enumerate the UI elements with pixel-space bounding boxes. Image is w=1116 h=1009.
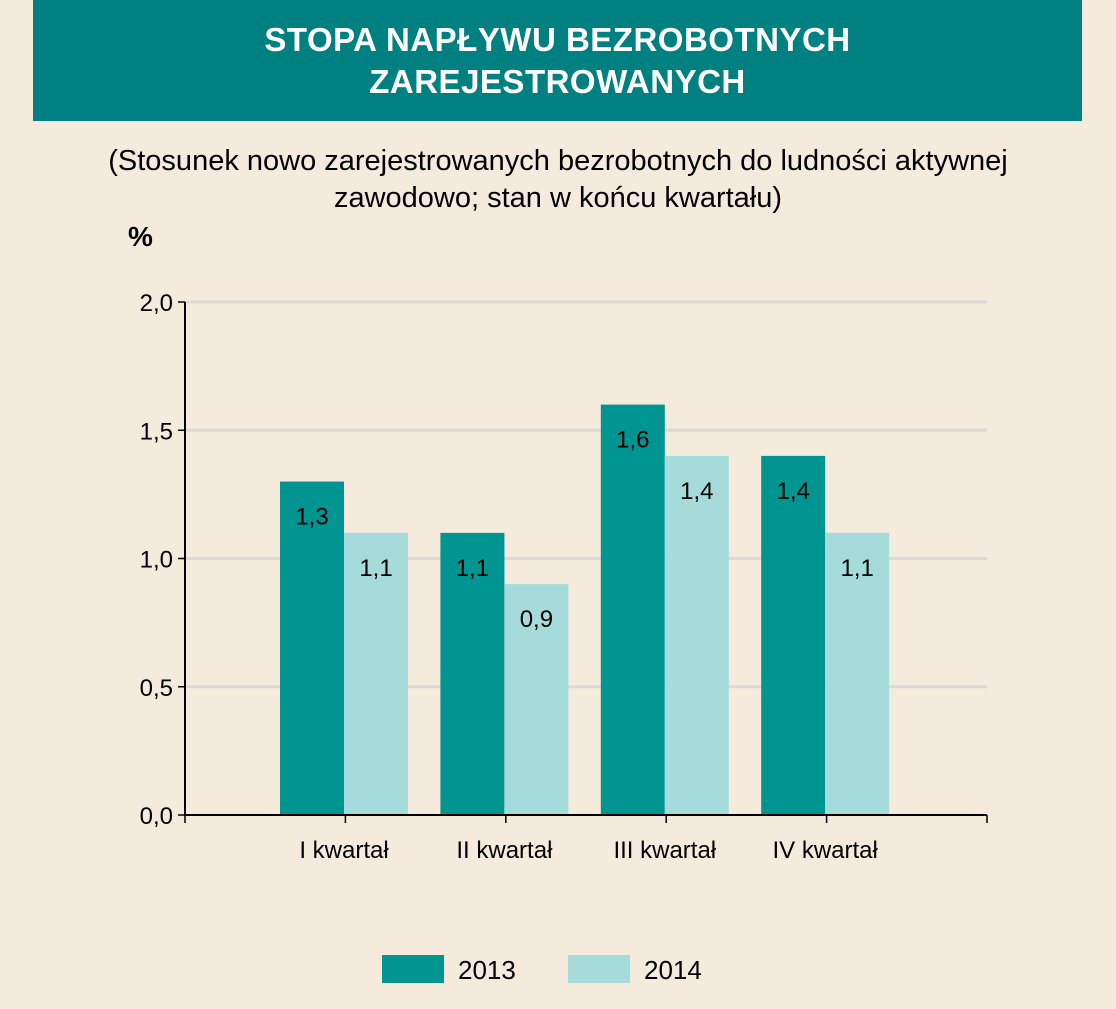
- bar-2014: [825, 532, 890, 815]
- bar-2014: [504, 584, 569, 815]
- y-tick-label: 2,0: [140, 290, 173, 317]
- legend-label: 2014: [644, 955, 702, 985]
- legend-label: 2013: [458, 955, 516, 985]
- chart-title-banner: STOPA NAPŁYWU BEZROBOTNYCH ZAREJESTROWAN…: [33, 0, 1082, 121]
- bar-2013: [440, 532, 505, 815]
- bar-2013: [600, 404, 665, 815]
- data-label: 1,1: [359, 555, 392, 582]
- bar-2013: [761, 455, 826, 815]
- x-category-label: III kwartał: [613, 837, 716, 864]
- x-category-label: II kwartał: [456, 837, 553, 864]
- x-category-label: I kwartał: [299, 837, 389, 864]
- bar-2014: [664, 455, 729, 815]
- data-label: 0,9: [520, 606, 553, 633]
- data-label: 1,4: [680, 478, 713, 505]
- x-category-label: IV kwartał: [773, 837, 879, 864]
- y-tick-label: 0,0: [140, 803, 173, 830]
- y-tick-label: 1,5: [140, 418, 173, 445]
- data-label: 1,1: [841, 555, 874, 582]
- legend-swatch-2013: [382, 955, 444, 983]
- y-unit-label: %: [128, 221, 153, 252]
- y-tick-label: 1,0: [140, 547, 173, 574]
- chart-subtitle: (Stosunek nowo zarejestrowanych bezrobot…: [108, 145, 1008, 214]
- chart-title: STOPA NAPŁYWU BEZROBOTNYCH ZAREJESTROWAN…: [264, 20, 851, 100]
- data-label: 1,1: [456, 555, 489, 582]
- bar-2014: [344, 532, 408, 815]
- bar-2013: [280, 481, 344, 815]
- y-tick-label: 0,5: [140, 675, 173, 702]
- data-label: 1,4: [777, 478, 810, 505]
- data-label: 1,3: [295, 504, 328, 531]
- legend-swatch-2014: [568, 955, 630, 983]
- data-label: 1,6: [616, 427, 649, 454]
